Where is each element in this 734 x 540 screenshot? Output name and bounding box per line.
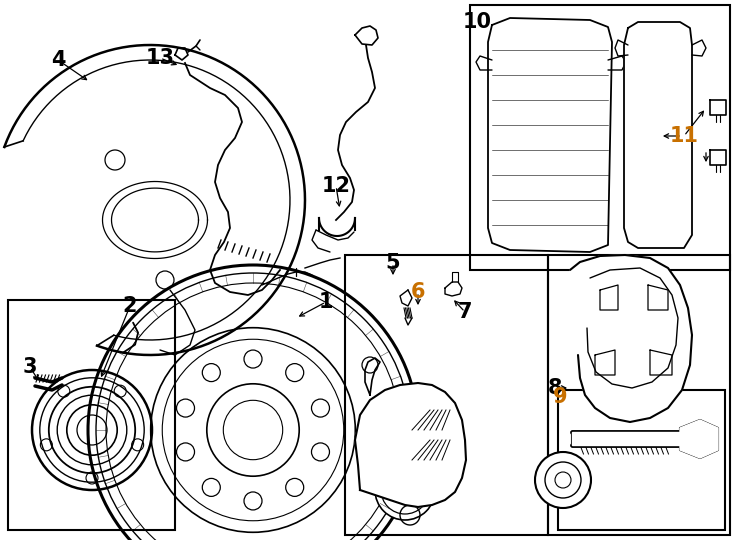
Circle shape [360,405,450,495]
Text: 9: 9 [553,387,567,407]
Text: 4: 4 [51,50,65,70]
Text: 2: 2 [123,296,137,316]
Polygon shape [680,420,718,458]
Circle shape [535,452,591,508]
Text: 3: 3 [23,357,37,377]
Text: 7: 7 [458,302,472,322]
Polygon shape [570,255,692,422]
Bar [470,5,730,270]
Circle shape [375,460,435,520]
Text: 8: 8 [548,378,562,398]
Bar [548,255,730,535]
Text: 6: 6 [411,282,425,302]
Text: 11: 11 [669,126,699,146]
Bar [558,390,725,530]
Bar [8,300,175,530]
Text: 10: 10 [462,12,492,32]
Polygon shape [355,383,466,507]
Text: 13: 13 [145,48,175,68]
Text: 12: 12 [321,176,351,196]
Polygon shape [624,22,692,248]
Polygon shape [572,432,680,445]
Polygon shape [488,18,612,252]
Text: 5: 5 [385,253,400,273]
Text: 1: 1 [319,292,333,312]
Bar [345,255,548,535]
